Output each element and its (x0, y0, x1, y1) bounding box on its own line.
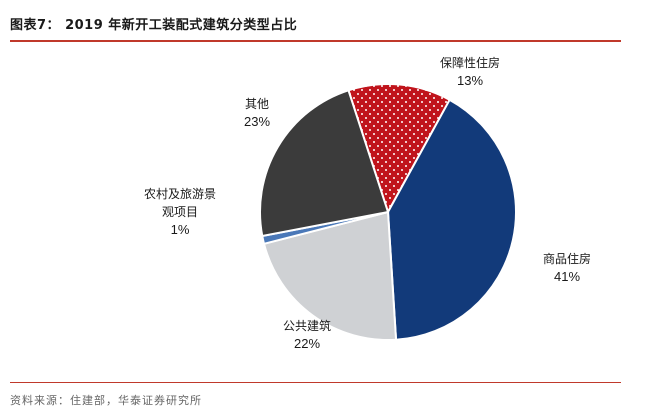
slice-value-公共建筑: 22% (294, 336, 320, 351)
slice-value-其他: 23% (244, 114, 270, 129)
slice-label-农村及旅游景观项目-line1: 农村及旅游景 (144, 187, 216, 201)
figure-title: 图表7： 2019 年新开工装配式建筑分类型占比 (10, 18, 298, 33)
slice-value-商品住房: 41% (554, 269, 580, 284)
pie-slice-公共建筑 (262, 210, 398, 341)
slice-label-保障性住房: 保障性住房 (440, 55, 500, 70)
slice-label-其他: 其他 (245, 97, 269, 111)
pie-slice-其他 (259, 88, 390, 238)
slice-label-公共建筑: 公共建筑 (283, 318, 331, 333)
slice-value-农村及旅游景观项目: 1% (171, 222, 190, 237)
slice-label-商品住房: 商品住房 (543, 251, 591, 266)
pie-slice-商品住房 (386, 98, 517, 341)
top-rule (10, 40, 621, 42)
pie-slice-保障性住房 (347, 83, 452, 215)
source-note: 资料来源：住建部，华泰证券研究所 (10, 394, 202, 407)
slice-label-农村及旅游景观项目-line2: 观项目 (162, 205, 198, 219)
slice-value-保障性住房: 13% (457, 73, 483, 88)
bottom-rule (10, 382, 621, 383)
